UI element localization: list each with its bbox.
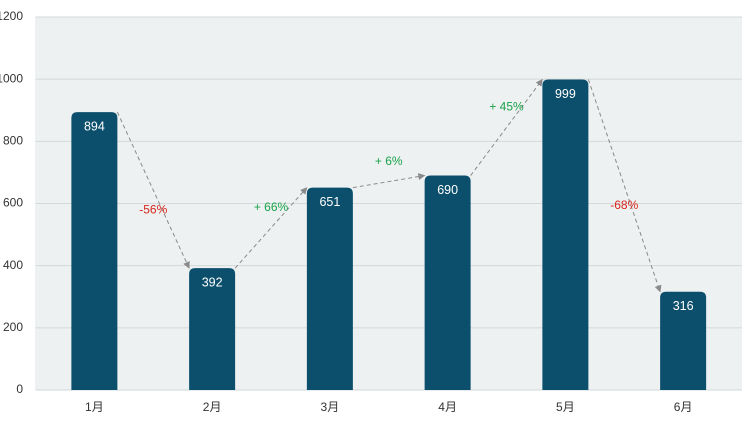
bar — [660, 291, 707, 390]
value-label: 999 — [555, 87, 576, 101]
y-tick-label: 0 — [16, 382, 23, 396]
change-arrow — [470, 78, 543, 176]
change-arrow — [352, 173, 426, 189]
value-label: 392 — [202, 275, 223, 289]
x-tick-label: 3月 — [321, 400, 340, 414]
x-tick-label: 6月 — [674, 400, 693, 414]
value-label: 651 — [319, 195, 340, 209]
change-label: + 66% — [254, 200, 289, 214]
y-tick-label: 1000 — [0, 71, 23, 85]
value-label: 894 — [84, 119, 105, 133]
change-label: -56% — [139, 202, 167, 216]
change-arrow — [116, 111, 190, 269]
y-tick-label: 800 — [3, 134, 23, 148]
bar — [189, 268, 236, 390]
bar — [542, 79, 589, 390]
value-label: 690 — [437, 183, 458, 197]
x-tick-label: 2月 — [203, 400, 222, 414]
y-tick-label: 400 — [3, 258, 23, 272]
x-tick-label: 1月 — [85, 400, 104, 414]
y-tick-label: 1200 — [0, 9, 23, 23]
change-arrow — [587, 79, 662, 293]
value-label: 316 — [673, 299, 694, 313]
x-tick-label: 5月 — [556, 400, 575, 414]
bar — [424, 175, 471, 390]
y-tick-label: 200 — [3, 320, 23, 334]
change-arrow — [234, 187, 308, 269]
x-tick-label: 4月 — [438, 400, 457, 414]
bar — [71, 112, 118, 391]
change-label: + 45% — [489, 100, 524, 114]
y-tick-label: 600 — [3, 196, 23, 210]
change-label: + 6% — [375, 154, 403, 168]
bar — [306, 187, 353, 390]
change-label: -68% — [610, 198, 638, 212]
